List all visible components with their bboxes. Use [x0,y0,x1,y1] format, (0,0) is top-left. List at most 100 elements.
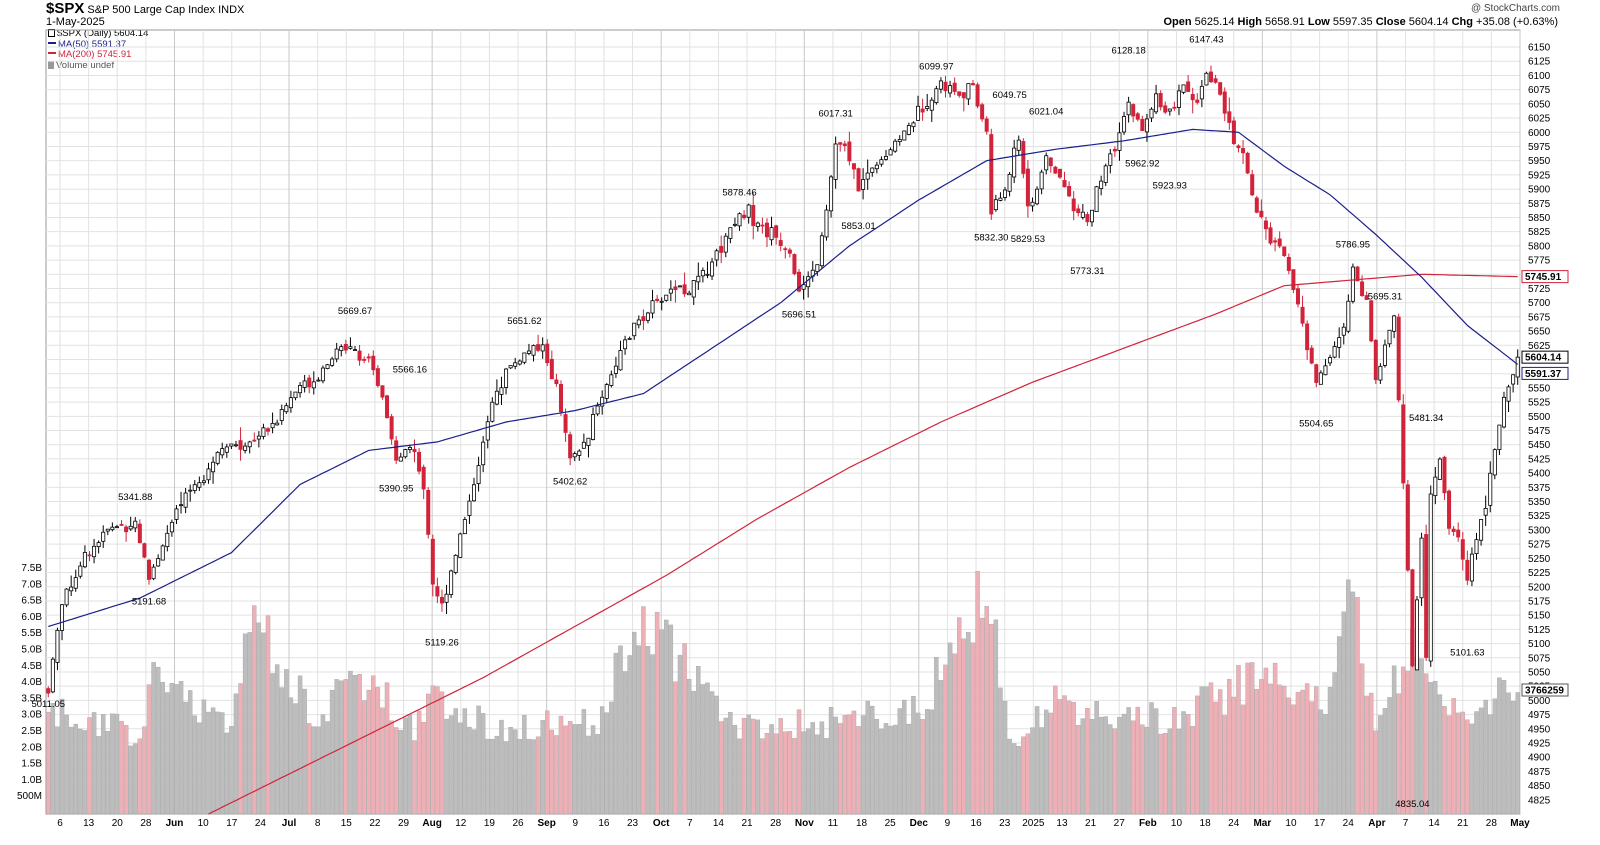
candle-body [1350,266,1355,302]
volume-bar [1318,709,1324,815]
volume-bar [860,715,866,815]
volume-bar [943,664,948,815]
volume-bar [293,703,298,815]
y-tick-label: 5225 [1528,568,1551,579]
candle-body [1488,472,1493,506]
x-tick-label: 8 [315,818,321,829]
volume-bar [119,721,124,815]
x-tick-label: 28 [140,818,152,829]
candle-body [1007,174,1012,192]
candle-body [472,484,477,502]
candle-body [687,292,692,296]
candle-body [485,421,490,441]
price-annotation: 5341.88 [118,492,152,503]
x-tick-label: 24 [1228,818,1240,829]
candle-body [815,264,820,272]
ma50-axis-label: 5591.37 [1525,369,1562,380]
candle-body [929,99,934,111]
volume-bar [91,712,97,815]
volume-tick-label: 3.0B [21,710,42,721]
candle-body [966,83,971,100]
candle-body [160,545,165,561]
candle-body [124,526,129,533]
candle-body [797,271,802,292]
volume-bar [604,712,609,815]
volume-bar [728,711,733,815]
candle-body [96,542,101,548]
date-axis: 6 13 20 28 Jun 10 17 24 Jul 8 15 22 29 Aug 12 19 26 Sep 9 1… [57,818,1530,829]
candle-body [1057,168,1062,178]
y-tick-label: 6125 [1528,57,1551,68]
candle-body [961,92,966,99]
candle-body [613,365,618,374]
volume-tick-label: 1.5B [21,759,42,770]
candle-body [389,416,394,440]
y-tick-label: 5200 [1528,582,1551,593]
candle-body [1387,329,1392,345]
candle-body [691,280,696,298]
volume-bar [1419,658,1424,815]
candle-body [1392,315,1397,332]
volume-bar [567,721,573,815]
volume-bar [700,684,706,815]
x-tick-label: 18 [1200,818,1212,829]
volume-bar [320,714,326,815]
volume-bar [650,654,655,815]
volume-bar [238,683,243,815]
candle-body [1405,484,1410,571]
volume-bar [1396,693,1401,815]
volume-bar [1112,728,1118,815]
volume-bar [169,683,175,815]
volume-bar [187,690,193,815]
volume-bar [1025,733,1031,815]
candle-body [1254,197,1259,213]
volume-bar [160,682,165,815]
y-tick-label: 4950 [1528,724,1551,735]
volume-bar [311,726,317,815]
ma50-axis-label-box [1521,366,1569,380]
volume-bar [178,681,184,815]
x-tick-label: 27 [1114,818,1126,829]
candle-body [1419,537,1424,599]
candle-body [1332,346,1337,358]
volume-bar [82,730,88,815]
candle-body [403,449,408,458]
volume-bar [375,686,381,815]
x-tick-label: Mar [1253,818,1271,829]
volume-tick-label: 7.5B [21,563,42,574]
price-annotation: 5853.01 [841,221,875,232]
volume-bar [114,713,120,815]
volume-bar [787,731,793,815]
candle-body [659,300,664,303]
y-tick-label: 5950 [1528,156,1551,167]
candle-body [458,533,463,558]
candle-body [1328,357,1333,364]
volume-bar [1062,695,1067,815]
candle-body [229,443,234,447]
right-axis-labels: 5745.91 5604.14 5591.37 3766259 [1521,270,1569,697]
volume-bar [902,699,907,815]
candle-body [943,81,948,92]
candle-body [201,480,206,483]
volume-bar [146,684,152,815]
volume-tick-label: 500M [17,791,42,802]
volume-bar [1217,689,1223,815]
candle-body [1259,210,1264,218]
volume-bar [686,679,692,815]
volume-bar [407,714,413,815]
price-annotation: 5962.92 [1125,158,1159,169]
volume-bar [316,726,321,815]
y-tick-label: 4900 [1528,753,1551,764]
candle-body [146,559,151,580]
volume-bar [1378,715,1383,815]
x-tick-label: May [1510,818,1530,829]
candle-body [1048,157,1053,167]
chart-legend: $SPX (Daily) 5604.14 MA(50) 5591.37 MA(2… [48,28,148,71]
volume-bar [1167,728,1173,815]
candle-body [1085,214,1090,223]
volume-bar [709,691,715,815]
x-tick-label: 14 [1429,818,1441,829]
candle-body [1465,559,1470,581]
price-annotation: 5101.63 [1450,648,1484,659]
candle-body [1277,238,1282,247]
